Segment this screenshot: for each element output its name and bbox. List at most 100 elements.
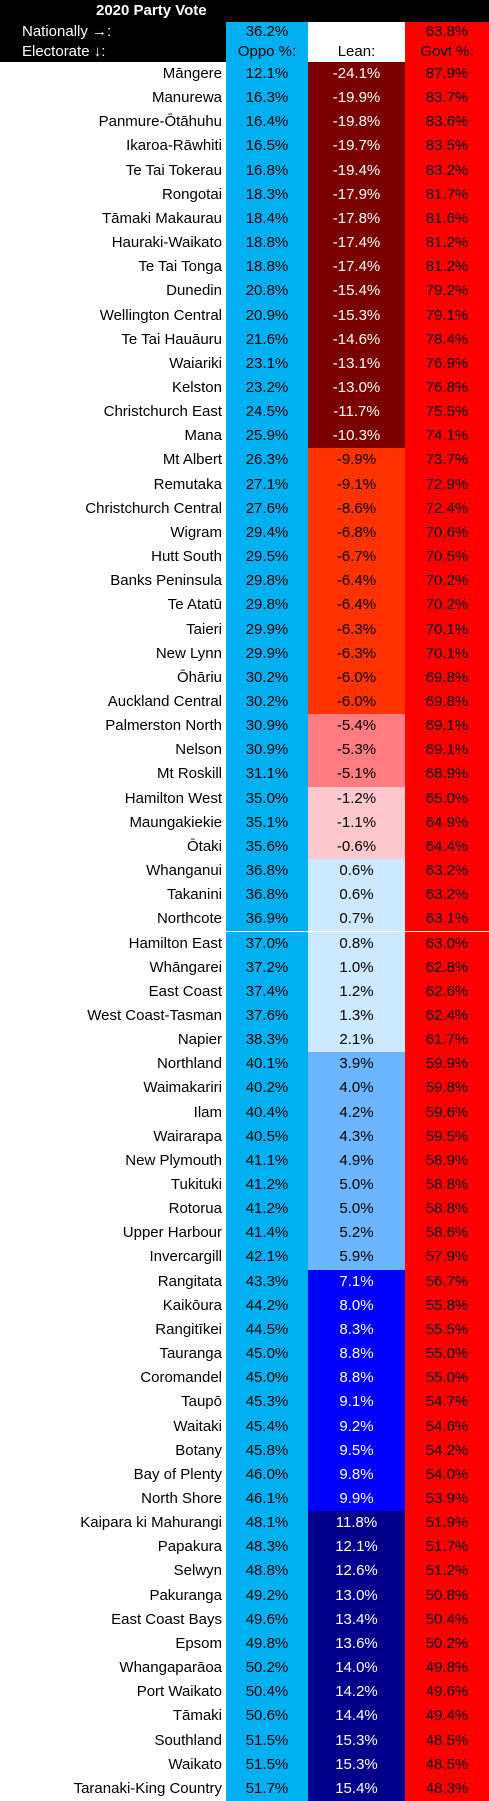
- lean-value: 13.6%: [308, 1631, 405, 1657]
- electorate-header: Electorate ↓:: [0, 42, 226, 62]
- oppo-value: 37.6%: [226, 1003, 308, 1029]
- table-row: Coromandel 45.0% 8.8% 55.0%: [0, 1366, 489, 1391]
- table-row: Te Atatū 29.8% -6.4% 70.2%: [0, 593, 489, 618]
- lean-value: -1.1%: [308, 810, 405, 835]
- table-row: Southland 51.5% 15.3% 48.5%: [0, 1728, 489, 1753]
- table-title: 2020 Party Vote: [96, 2, 207, 19]
- govt-value: 63.2%: [405, 859, 489, 884]
- oppo-value: 27.1%: [226, 472, 308, 497]
- govt-value: 70.6%: [405, 520, 489, 546]
- nationally-oppo: 36.2%: [226, 22, 308, 42]
- lean-value: 8.0%: [308, 1293, 405, 1318]
- govt-value: 70.1%: [405, 617, 489, 642]
- govt-value: 78.4%: [405, 327, 489, 352]
- govt-value: 58.9%: [405, 1148, 489, 1174]
- oppo-value: 35.6%: [226, 834, 308, 860]
- table-row: New Lynn 29.9% -6.3% 70.1%: [0, 641, 489, 666]
- electorate-name: East Coast Bays: [0, 1607, 226, 1632]
- lean-header: Lean:: [308, 42, 405, 62]
- oppo-value: 44.5%: [226, 1317, 308, 1343]
- electorate-name: Rotorua: [0, 1197, 226, 1222]
- table-row: Wairarapa 40.5% 4.3% 59.5%: [0, 1124, 489, 1149]
- lean-value: 12.6%: [308, 1559, 405, 1584]
- govt-value: 59.5%: [405, 1124, 489, 1149]
- oppo-value: 30.9%: [226, 738, 308, 763]
- oppo-value: 40.1%: [226, 1052, 308, 1077]
- electorate-name: Dunedin: [0, 279, 226, 304]
- govt-value: 53.9%: [405, 1487, 489, 1512]
- govt-value: 58.6%: [405, 1221, 489, 1246]
- electorate-name: Māngere: [0, 62, 226, 87]
- electorate-name: Pakuranga: [0, 1583, 226, 1608]
- lean-value: -6.7%: [308, 545, 405, 570]
- nationally-govt: 63.8%: [405, 22, 489, 42]
- electorate-name: New Lynn: [0, 641, 226, 666]
- electorate-name: Waiariki: [0, 351, 226, 376]
- nationally-lean: [308, 22, 405, 42]
- electorate-name: Southland: [0, 1728, 226, 1753]
- electorate-name: Te Tai Hauāuru: [0, 327, 226, 352]
- table-row: Whāngarei 37.2% 1.0% 62.8%: [0, 955, 489, 980]
- govt-value: 64.4%: [405, 834, 489, 860]
- oppo-value: 45.8%: [226, 1438, 308, 1463]
- govt-value: 79.2%: [405, 279, 489, 304]
- electorate-name: Christchurch Central: [0, 496, 226, 521]
- oppo-value: 40.5%: [226, 1124, 308, 1149]
- table-row: Christchurch East 24.5% -11.7% 75.5%: [0, 400, 489, 425]
- oppo-value: 51.5%: [226, 1752, 308, 1777]
- oppo-value: 42.1%: [226, 1245, 308, 1270]
- table-row: Waimakariri 40.2% 4.0% 59.8%: [0, 1076, 489, 1101]
- table-row: Ikaroa-Rāwhiti 16.5% -19.7% 83.5%: [0, 134, 489, 159]
- govt-value: 55.0%: [405, 1366, 489, 1391]
- lean-value: -13.1%: [308, 351, 405, 376]
- electorate-name: Epsom: [0, 1631, 226, 1657]
- oppo-value: 29.5%: [226, 545, 308, 570]
- oppo-value: 45.0%: [226, 1342, 308, 1367]
- table-row: Waitaki 45.4% 9.2% 54.6%: [0, 1414, 489, 1439]
- electorate-name: Ōhāriu: [0, 665, 226, 690]
- govt-value: 62.8%: [405, 955, 489, 980]
- electorate-name: Christchurch East: [0, 400, 226, 425]
- nationally-row: Nationally →: 36.2% 63.8%: [0, 22, 489, 42]
- lean-value: -19.4%: [308, 158, 405, 183]
- lean-value: 14.4%: [308, 1704, 405, 1729]
- lean-value: 3.9%: [308, 1052, 405, 1077]
- oppo-value: 37.0%: [226, 931, 308, 956]
- oppo-value: 44.2%: [226, 1293, 308, 1318]
- electorate-name: Taupō: [0, 1390, 226, 1415]
- oppo-header: Oppo %:: [226, 42, 308, 62]
- oppo-value: 41.1%: [226, 1148, 308, 1174]
- electorate-name: Whangaparāoa: [0, 1656, 226, 1681]
- lean-value: -13.0%: [308, 375, 405, 401]
- electorate-name: Manurewa: [0, 86, 226, 111]
- govt-value: 48.5%: [405, 1752, 489, 1777]
- table-row: Botany 45.8% 9.5% 54.2%: [0, 1438, 489, 1463]
- lean-value: -19.8%: [308, 110, 405, 135]
- electorate-name: Waimakariri: [0, 1076, 226, 1101]
- oppo-value: 36.9%: [226, 907, 308, 932]
- lean-value: 0.7%: [308, 907, 405, 932]
- table-row: Banks Peninsula 29.8% -6.4% 70.2%: [0, 569, 489, 594]
- lean-value: -19.9%: [308, 86, 405, 111]
- lean-value: 5.9%: [308, 1245, 405, 1270]
- lean-value: -6.3%: [308, 617, 405, 642]
- oppo-value: 23.1%: [226, 351, 308, 376]
- table-row: Takanini 36.8% 0.6% 63.2%: [0, 883, 489, 908]
- lean-value: -17.4%: [308, 255, 405, 280]
- lean-value: 1.3%: [308, 1003, 405, 1029]
- electorate-name: Taranaki-King Country: [0, 1776, 226, 1801]
- lean-value: -5.4%: [308, 714, 405, 739]
- lean-value: 8.3%: [308, 1317, 405, 1343]
- govt-value: 51.9%: [405, 1511, 489, 1536]
- oppo-value: 16.4%: [226, 110, 308, 135]
- govt-value: 50.2%: [405, 1631, 489, 1657]
- oppo-value: 29.8%: [226, 569, 308, 594]
- lean-value: -9.1%: [308, 472, 405, 497]
- table-row: New Plymouth 41.1% 4.9% 58.9%: [0, 1148, 489, 1174]
- oppo-value: 26.3%: [226, 448, 308, 473]
- lean-value: 9.1%: [308, 1390, 405, 1415]
- lean-value: -5.1%: [308, 762, 405, 787]
- lean-value: -6.0%: [308, 689, 405, 715]
- oppo-value: 20.9%: [226, 303, 308, 328]
- oppo-value: 49.2%: [226, 1583, 308, 1608]
